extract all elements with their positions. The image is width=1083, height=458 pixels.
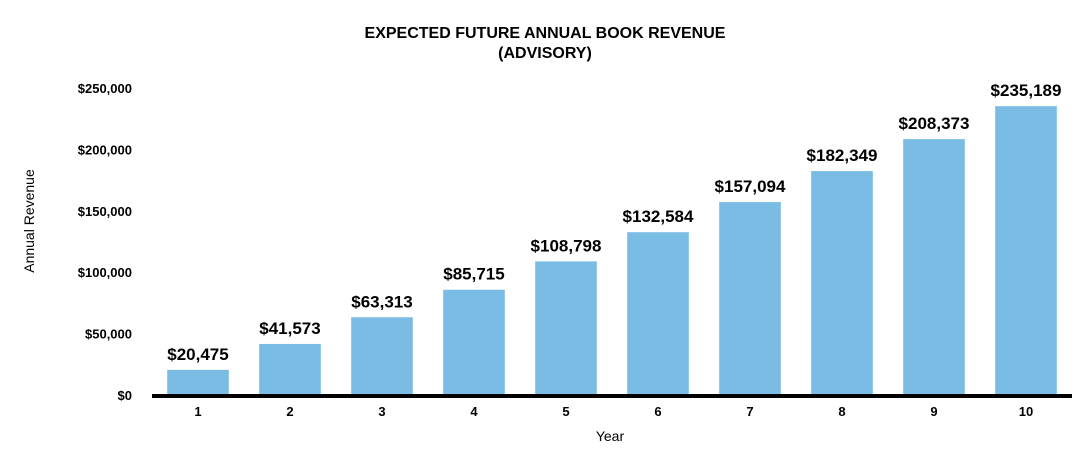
y-tick-label: $150,000 xyxy=(78,204,132,219)
x-tick-label: 10 xyxy=(1019,404,1033,419)
x-axis-ticks: 1 2 3 4 5 6 7 8 9 10 xyxy=(194,404,1033,419)
x-tick-label: 5 xyxy=(562,404,569,419)
y-tick-label: $250,000 xyxy=(78,81,132,96)
bar-year-5 xyxy=(535,261,597,395)
x-tick-label: 6 xyxy=(654,404,661,419)
value-label-year-9: $208,373 xyxy=(899,114,970,133)
bar-year-7 xyxy=(719,202,781,395)
bar-year-1 xyxy=(167,369,229,395)
y-tick-label: $50,000 xyxy=(85,327,132,342)
chart-title-line-2: (ADVISORY) xyxy=(498,45,592,62)
bar-year-10 xyxy=(995,106,1057,396)
value-labels-group: $20,475 $41,573 $63,313 $85,715 $108,798 $132… xyxy=(167,81,1061,364)
bar-year-2 xyxy=(259,343,321,395)
bar-year-6 xyxy=(627,232,689,395)
x-tick-label: 3 xyxy=(378,404,385,419)
x-tick-label: 8 xyxy=(838,404,845,419)
x-tick-label: 2 xyxy=(286,404,293,419)
y-tick-label: $0 xyxy=(118,388,132,403)
bar-year-3 xyxy=(351,317,413,395)
value-label-year-10: $235,189 xyxy=(991,81,1062,100)
y-axis-ticks: $0 $50,000 $100,000 $150,000 $200,000 $250,00… xyxy=(78,81,132,403)
x-tick-label: 9 xyxy=(930,404,937,419)
x-tick-label: 4 xyxy=(470,404,478,419)
bar-year-9 xyxy=(903,139,965,395)
bar-year-4 xyxy=(443,289,505,395)
bar-year-8 xyxy=(811,171,873,395)
x-tick-label: 1 xyxy=(194,404,201,419)
x-tick-label: 7 xyxy=(746,404,753,419)
value-label-year-3: $63,313 xyxy=(351,292,412,311)
y-tick-label: $200,000 xyxy=(78,142,132,157)
x-axis-title: Year xyxy=(596,428,625,444)
chart-title-line-1: EXPECTED FUTURE ANNUAL BOOK REVENUE xyxy=(365,25,726,42)
value-label-year-5: $108,798 xyxy=(531,236,602,255)
y-axis-title: Annual Revenue xyxy=(21,169,37,273)
value-label-year-4: $85,715 xyxy=(443,265,504,284)
value-label-year-8: $182,349 xyxy=(807,146,878,165)
value-label-year-1: $20,475 xyxy=(167,345,228,364)
value-label-year-6: $132,584 xyxy=(623,207,694,226)
value-label-year-2: $41,573 xyxy=(259,319,320,338)
bars-group xyxy=(167,106,1057,396)
value-label-year-7: $157,094 xyxy=(715,177,786,196)
y-tick-label: $100,000 xyxy=(78,265,132,280)
